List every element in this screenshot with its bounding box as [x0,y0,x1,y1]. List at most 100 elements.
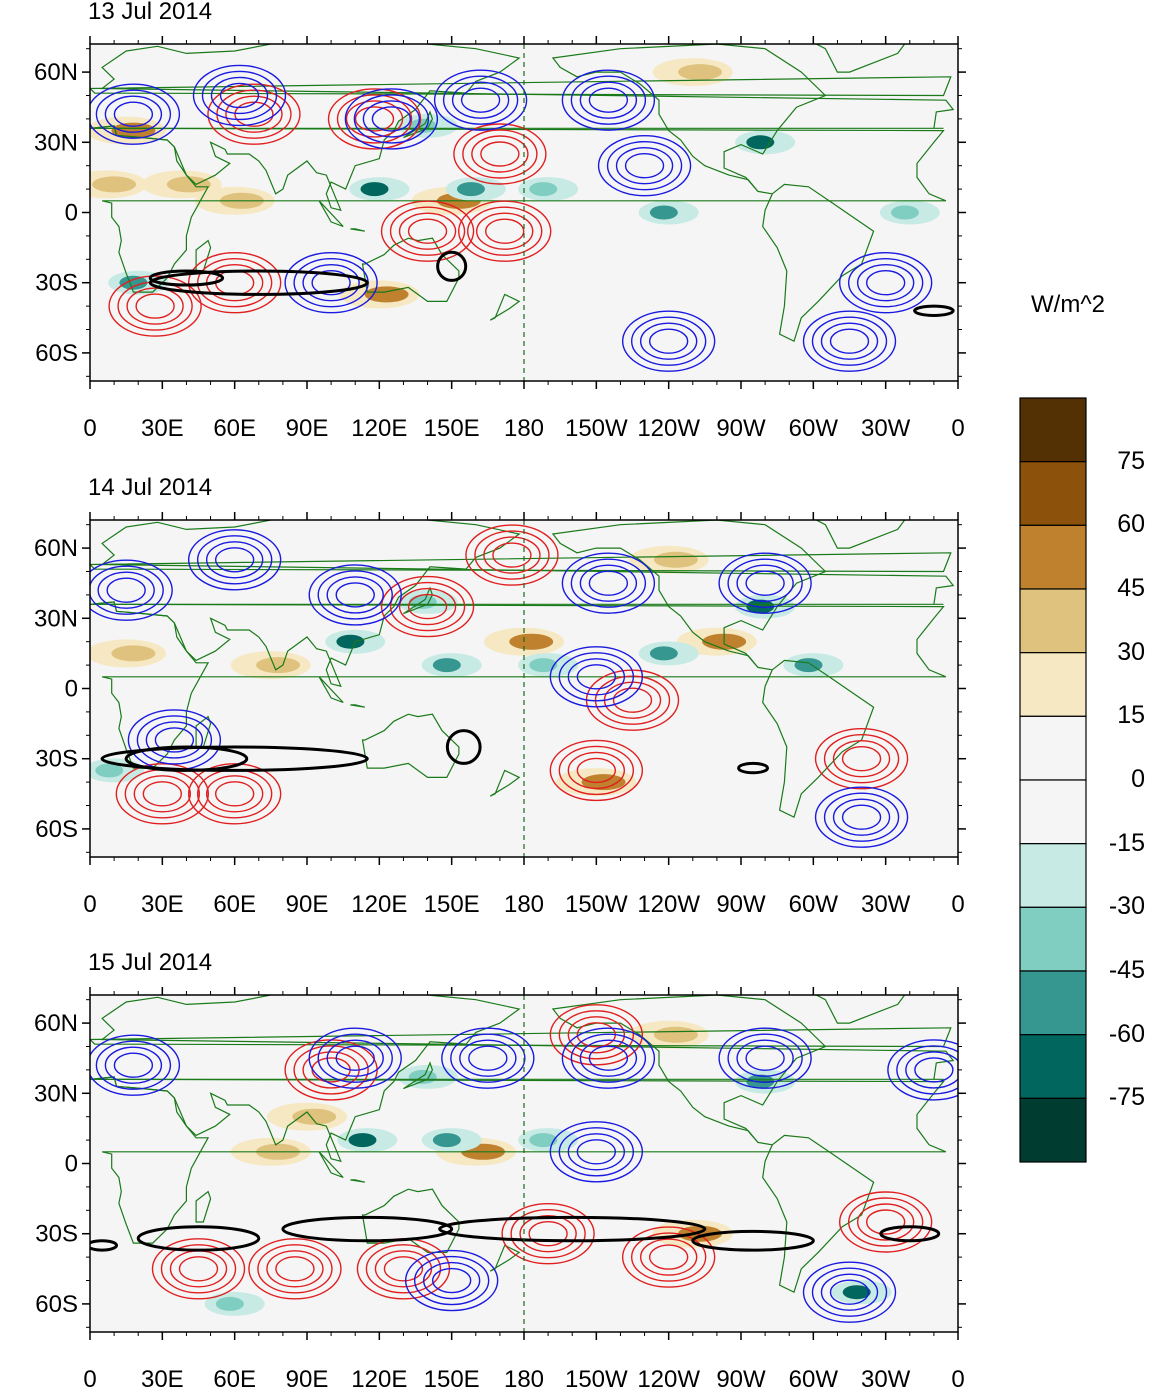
negative-contour [308,564,402,626]
negative-contour [90,83,181,145]
lon-label: 0 [951,415,964,442]
contour-line [459,1039,517,1077]
thick-contour [100,745,369,772]
panel-14-jul: 14 Jul 2014 60N 30N 0 30S 60S 0 30E 60E 90E 120E 1… [0,474,1000,936]
contour-line [407,593,448,620]
contour-line [736,1039,794,1077]
contour-line [606,140,683,191]
shading-patch [432,658,461,673]
shading-patch [529,182,558,197]
negative-contour [192,64,287,127]
contour-line [820,322,879,360]
lon-label: 120W [637,891,700,918]
negative-contour [802,1261,897,1323]
lon-label: 180 [504,1366,544,1393]
thick-contour [445,729,482,765]
negative-contour [344,88,439,150]
negative-contour [187,529,282,591]
coastline [318,200,344,228]
coastline [489,293,521,321]
coastline [814,520,906,549]
colorbar-label: 30 [1117,637,1145,666]
contour-line [847,258,924,308]
positive-contour [458,200,552,262]
contour-line [460,87,501,113]
map-content [90,520,955,857]
contour-line [841,804,882,830]
lon-label: 90W [716,891,766,918]
colorbar-segment [1019,652,1087,717]
lat-label: 60S [35,340,78,367]
contour-line [389,581,466,632]
contour-line [588,87,629,113]
thick-contour [148,269,369,296]
contour-line [214,781,255,807]
contour-line [865,1209,906,1235]
contour-line [561,552,656,614]
positive-contour [501,1203,595,1265]
positive-contour [549,739,644,802]
lon-label: 0 [951,1366,964,1393]
coastline [403,110,434,139]
shading-patch [111,645,156,662]
thick-contour [913,304,955,317]
colorbar-segment [1019,843,1087,908]
negative-contour [621,310,716,372]
contour-line [811,1267,888,1317]
positive-contour [814,728,909,790]
shading-patch [256,657,301,674]
contour-line [462,129,538,179]
contour-line [856,1203,915,1241]
positive-contour [380,200,475,262]
contour-line [284,252,378,314]
colorbar-label: 45 [1117,574,1145,602]
contour-line [95,89,172,139]
contour-line [431,1267,472,1294]
contour-line [510,1209,586,1259]
lon-label: 60W [789,415,839,442]
contour-line [528,1221,568,1247]
negative-contour [597,134,692,197]
contour-line [465,524,559,586]
lon-label: 60E [213,891,256,918]
contour-line [160,1244,237,1294]
shading-patch [529,658,558,673]
negative-contour [404,1249,499,1312]
lon-label: 30E [141,891,184,918]
contour-line [90,83,181,145]
contour-line [588,1045,629,1071]
positive-contour [621,1226,716,1288]
lat-label: 0 [65,1151,78,1178]
lon-label: 90E [286,415,329,442]
lon-label: 120W [637,415,700,442]
lon-label: 30W [861,415,911,442]
contour-line [576,664,617,690]
contour-line [873,0,947,26]
contour-line [485,218,525,244]
contour-line [142,781,183,807]
contour-line [248,1238,342,1300]
contour-line [838,252,933,314]
colorbar-label: -45 [1108,956,1145,984]
positive-contour [151,1238,246,1300]
contour-line [380,575,475,638]
lon-label: 60W [789,1366,839,1393]
contour-line [567,658,626,696]
lon-label: 90E [286,891,329,918]
contour-line [579,1039,638,1077]
colorbar-segment [1019,1034,1087,1099]
map-content [90,995,958,1332]
panel-13-jul: 13 Jul 2014 60N 30N 0 30S 60S 0 30E 60E 90E 120E 1… [0,0,1000,460]
positive-contour [465,524,559,586]
lon-label: 0 [83,891,96,918]
colorbar-label: 0 [1131,765,1145,793]
contour-line [597,134,692,197]
contour-line [266,1250,324,1288]
contour-line [882,0,938,20]
coastline [403,586,434,615]
contour-line [275,1256,315,1282]
contour-line [832,740,891,778]
contour-line [727,1033,803,1083]
contour-line [104,95,163,133]
colorbar-segment [1019,1097,1087,1163]
